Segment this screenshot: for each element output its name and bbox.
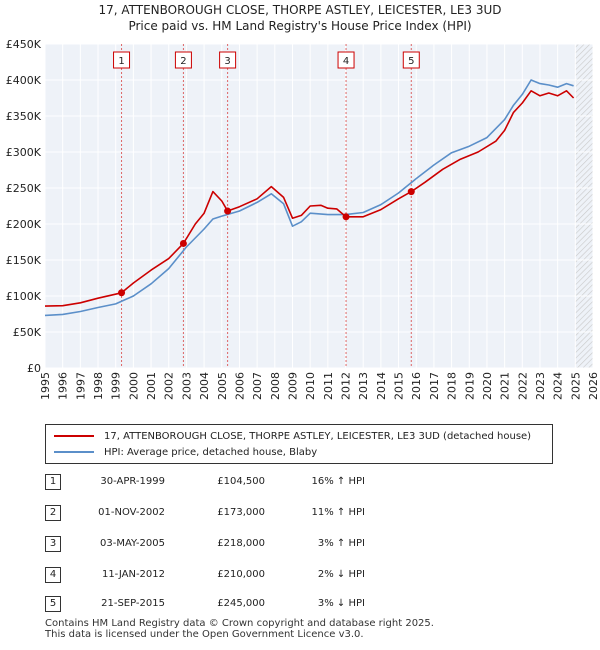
y-tick-label: £150K <box>6 254 42 267</box>
forecast-region <box>575 44 593 368</box>
x-tick-label: 1997 <box>74 372 87 400</box>
transaction-hpi: 16% ↑ HPI <box>311 476 365 487</box>
footer-copyright: Contains HM Land Registry data © Crown c… <box>45 618 434 629</box>
y-tick-label: £350K <box>6 110 42 123</box>
transaction-price: £210,000 <box>217 569 265 580</box>
x-tick-label: 2002 <box>163 372 176 400</box>
transaction-date: 21-SEP-2015 <box>101 598 165 609</box>
transaction-row: 4 11-JAN-2012 £210,000 2% ↓ HPI <box>45 567 465 583</box>
x-tick-label: 2000 <box>127 372 140 400</box>
x-tick-label: 2020 <box>481 372 494 400</box>
transaction-number: 4 <box>45 567 61 583</box>
sale-point <box>342 213 350 221</box>
sale-marker-box <box>402 51 420 69</box>
x-tick-label: 2007 <box>251 372 264 400</box>
x-tick-label: 2023 <box>534 372 547 400</box>
hpi-line <box>44 79 574 317</box>
transaction-date: 11-JAN-2012 <box>101 569 165 580</box>
sale-point <box>118 289 126 297</box>
x-tick-label: 2022 <box>516 372 529 400</box>
transaction-row: 2 01-NOV-2002 £173,000 11% ↑ HPI <box>45 505 465 521</box>
x-tick-label: 2005 <box>216 372 229 400</box>
y-tick-label: £200K <box>6 218 42 231</box>
legend-label-hpi: HPI: Average price, detached house, Blab… <box>104 446 318 458</box>
x-tick-label: 2026 <box>587 372 600 400</box>
x-tick-label: 2001 <box>145 372 158 400</box>
transaction-date: 01-NOV-2002 <box>98 507 165 518</box>
x-tick-label: 2011 <box>322 372 335 400</box>
transaction-hpi: 3% ↑ HPI <box>317 538 365 549</box>
x-tick-label: 2012 <box>340 372 353 400</box>
transaction-price: £245,000 <box>217 598 265 609</box>
sale-marker-box <box>337 51 355 69</box>
transaction-number: 2 <box>45 505 61 521</box>
x-tick-label: 1996 <box>57 372 70 400</box>
x-tick-label: 2017 <box>428 372 441 400</box>
x-tick-label: 2014 <box>375 372 388 400</box>
sale-marker-box <box>219 51 237 69</box>
y-tick-label: £50K <box>13 326 42 339</box>
transaction-row: 3 03-MAY-2005 £218,000 3% ↑ HPI <box>45 536 465 552</box>
transaction-price: £104,500 <box>217 476 265 487</box>
y-tick-label: £100K <box>6 290 42 303</box>
x-tick-label: 2015 <box>393 372 406 400</box>
transaction-number: 1 <box>45 474 61 490</box>
x-tick-label: 1995 <box>39 372 52 400</box>
footer: Contains HM Land Registry data © Crown c… <box>45 618 434 640</box>
sale-point <box>224 207 232 215</box>
x-tick-label: 2018 <box>446 372 459 400</box>
sale-marker-label: 2 <box>180 56 186 67</box>
legend-swatch-red <box>54 435 94 437</box>
x-tick-label: 2016 <box>410 372 423 400</box>
transaction-hpi: 3% ↓ HPI <box>317 598 365 609</box>
sale-marker-label: 4 <box>343 56 349 67</box>
sale-marker-box <box>113 51 131 69</box>
transaction-price: £173,000 <box>217 507 265 518</box>
y-tick-label: £450K <box>6 38 42 51</box>
transaction-hpi: 11% ↑ HPI <box>311 507 365 518</box>
transaction-date: 30-APR-1999 <box>100 476 165 487</box>
y-tick-label: £0 <box>27 362 41 375</box>
y-tick-label: £250K <box>6 182 42 195</box>
x-tick-label: 2024 <box>552 372 565 400</box>
x-tick-label: 2021 <box>499 372 512 400</box>
x-tick-label: 1998 <box>92 372 105 400</box>
x-tick-label: 2004 <box>198 372 211 400</box>
x-tick-label: 2010 <box>304 372 317 400</box>
chart-subtitle: Price paid vs. HM Land Registry's House … <box>128 19 472 33</box>
transaction-number: 5 <box>45 596 61 612</box>
chart-title-block: 17, ATTENBOROUGH CLOSE, THORPE ASTLEY, L… <box>0 2 600 34</box>
chart-title: 17, ATTENBOROUGH CLOSE, THORPE ASTLEY, L… <box>98 3 502 17</box>
legend: 17, ATTENBOROUGH CLOSE, THORPE ASTLEY, L… <box>45 424 553 464</box>
x-tick-label: 2003 <box>180 372 193 400</box>
x-tick-label: 2013 <box>357 372 370 400</box>
legend-label-property: 17, ATTENBOROUGH CLOSE, THORPE ASTLEY, L… <box>104 430 532 442</box>
transaction-hpi: 2% ↓ HPI <box>317 569 365 580</box>
transaction-date: 03-MAY-2005 <box>99 538 165 549</box>
y-tick-label: £300K <box>6 146 42 159</box>
transaction-price: £218,000 <box>217 538 265 549</box>
x-tick-label: 2009 <box>286 372 299 400</box>
transaction-number: 3 <box>45 536 61 552</box>
sale-point <box>179 239 187 247</box>
property-price-line <box>44 90 575 307</box>
x-tick-label: 2019 <box>463 372 476 400</box>
price-chart: £0 £50K £100K £150K £200K £250K £300K £350K £400… <box>6 38 600 400</box>
transaction-row: 1 30-APR-1999 £104,500 16% ↑ HPI <box>45 474 465 490</box>
sale-marker-label: 5 <box>408 56 414 67</box>
legend-item-hpi: HPI: Average price, detached house, Blab… <box>54 445 317 459</box>
x-tick-label: 1999 <box>110 372 123 400</box>
x-tick-label: 2025 <box>569 372 582 400</box>
transaction-row: 5 21-SEP-2015 £245,000 3% ↓ HPI <box>45 596 465 612</box>
x-tick-label: 2008 <box>269 372 282 400</box>
x-tick-label: 2006 <box>233 372 246 400</box>
legend-swatch-blue <box>54 451 94 453</box>
y-tick-label: £400K <box>6 74 42 87</box>
footer-license: This data is licensed under the Open Gov… <box>45 629 364 640</box>
legend-item-property: 17, ATTENBOROUGH CLOSE, THORPE ASTLEY, L… <box>54 429 531 443</box>
sale-point <box>407 188 415 196</box>
sale-marker-box <box>174 51 192 69</box>
sale-marker-label: 1 <box>118 56 124 67</box>
sale-marker-label: 3 <box>224 56 230 67</box>
